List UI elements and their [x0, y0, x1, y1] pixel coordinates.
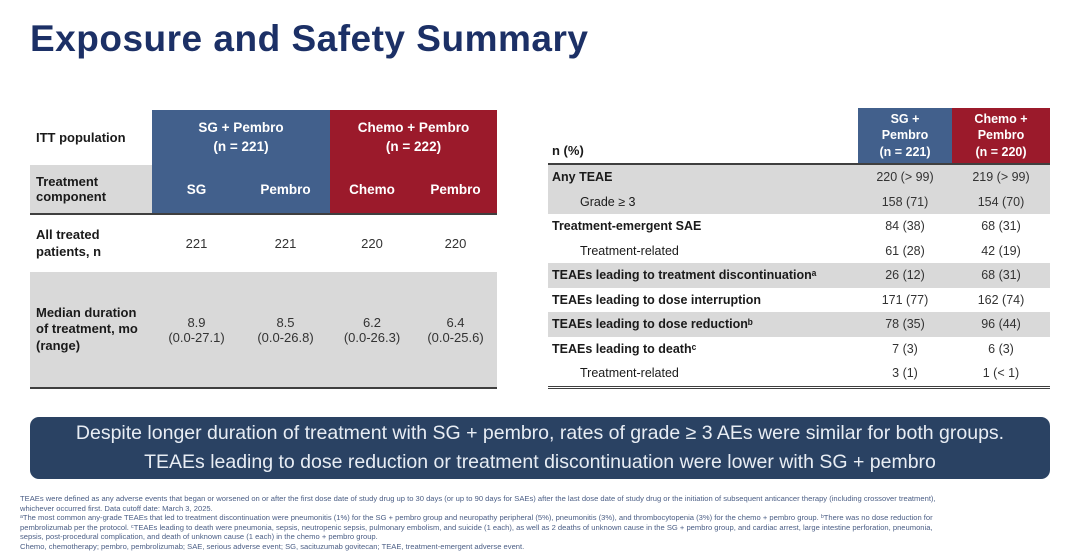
table-row-value: 220 (> 99) — [858, 165, 952, 190]
table-row-value: 219 (> 99) — [952, 165, 1050, 190]
footnote-line: sepsis, post-procedural complication, an… — [20, 532, 378, 542]
left-group-header-chemo-pembro: Chemo + Pembro (n = 222) — [330, 110, 497, 165]
table-row-label: TEAEs leading to dose reductionᵇ — [548, 312, 858, 337]
footnote-line: whichever occurred first. Data cutoff da… — [20, 503, 213, 513]
table-row-value: 154 (70) — [952, 189, 1050, 214]
table-row-value: 158 (71) — [858, 189, 952, 214]
table-row-value: 68 (31) — [981, 219, 1021, 234]
component-header-sg: SG — [152, 165, 241, 215]
footnote-line: Chemo, chemotherapy; pembro, pembrolizum… — [20, 541, 525, 551]
row-value: 220 — [361, 236, 383, 251]
row-value: 8.9 (0.0-27.1) — [152, 272, 241, 387]
row-label-median-duration: Median duration of treatment, mo (range) — [30, 272, 152, 387]
table-row-label: Grade ≥ 3 — [548, 189, 858, 214]
table-row-value: 7 (3) — [892, 341, 918, 356]
table-row-value: 61 (28) — [885, 243, 925, 258]
table-row-label: TEAEs leading to deathᶜ — [552, 341, 697, 356]
row-label-all-treated: All treated patients, n — [36, 227, 102, 259]
table-row-value: 78 (35) — [858, 312, 952, 337]
footnote-line: ᵃThe most common any-grade TEAEs that le… — [20, 513, 933, 523]
right-column-header-sg-pembro: SG + Pembro (n = 221) — [858, 108, 952, 165]
table-row-label: Treatment-emergent SAE — [552, 219, 702, 234]
table-row-value: 1 (< 1) — [982, 366, 1020, 381]
table-row-label: Any TEAE — [548, 165, 858, 190]
page-title: Exposure and Safety Summary — [30, 18, 589, 59]
row-value: 8.5 (0.0-26.8) — [241, 272, 330, 387]
component-header-pembro: Pembro — [241, 165, 330, 215]
table-row-value: 42 (19) — [981, 243, 1021, 258]
component-header-pembro-2: Pembro — [414, 165, 497, 215]
itt-population-label: ITT population — [36, 130, 126, 145]
left-table: ITT population SG + Pembro (n = 221) Che… — [30, 110, 497, 389]
summary-callout: Despite longer duration of treatment wit… — [30, 417, 1050, 479]
row-value: 221 — [274, 236, 297, 251]
right-column-header-chemo-pembro: Chemo + Pembro (n = 220) — [952, 108, 1050, 165]
table-row-value: 26 (12) — [858, 263, 952, 288]
row-value: 6.2 (0.0-26.3) — [330, 272, 414, 387]
row-value: 220 — [444, 236, 467, 251]
table-row-value: 96 (44) — [952, 312, 1050, 337]
table-row-label: Treatment-related — [580, 243, 679, 258]
table-row-label: TEAEs leading to treatment discontinuati… — [548, 263, 858, 288]
footnotes: TEAEs were defined as any adverse events… — [20, 494, 1078, 552]
table-row-value: 162 (74) — [977, 292, 1025, 307]
footnote-line: TEAEs were defined as any adverse events… — [20, 494, 936, 503]
row-value: 6.4 (0.0-25.6) — [414, 272, 497, 387]
table-row-value: 171 (77) — [881, 292, 929, 307]
left-group-header-sg-pembro: SG + Pembro (n = 221) — [152, 110, 330, 165]
row-value: 221 — [185, 236, 208, 251]
treatment-component-label: Treatment component — [30, 165, 152, 215]
right-table: n (%) SG + Pembro (n = 221) Chemo + Pemb… — [548, 108, 1050, 389]
summary-callout-text: Despite longer duration of treatment wit… — [75, 421, 1005, 473]
table-row-label: Treatment-related — [580, 366, 679, 381]
table-row-label: TEAEs leading to dose interruption — [552, 292, 762, 307]
n-percent-label: n (%) — [548, 108, 858, 165]
table-row-value: 3 (1) — [892, 366, 918, 381]
table-row-value: 84 (38) — [885, 219, 925, 234]
table-row-value: 68 (31) — [952, 263, 1050, 288]
component-header-chemo: Chemo — [330, 165, 414, 215]
table-row-value: 6 (3) — [988, 341, 1014, 356]
footnote-line: pembrolizumab per the protocol. ᶜTEAEs l… — [20, 522, 933, 532]
